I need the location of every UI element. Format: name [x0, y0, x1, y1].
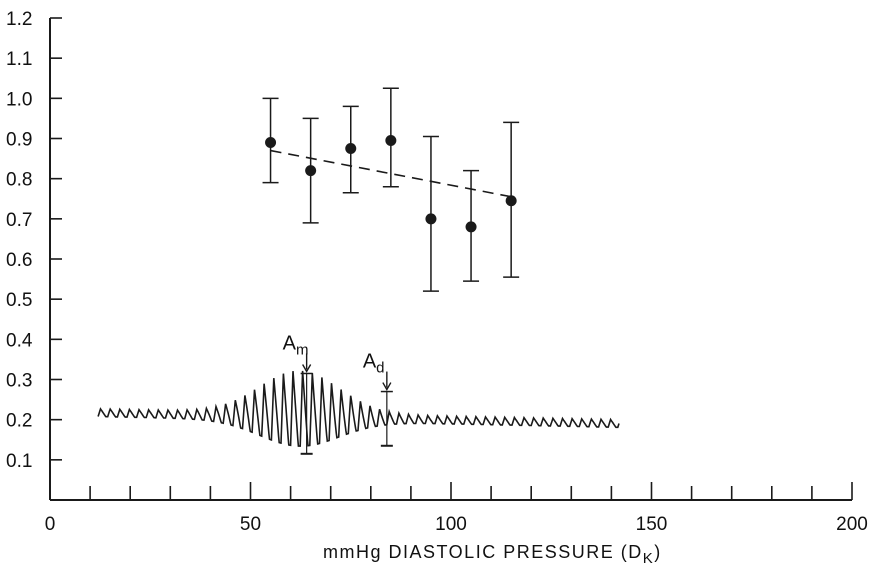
y-tick-label: 0.9: [6, 130, 32, 151]
data-point: [305, 165, 317, 177]
x-tick-label: 100: [435, 514, 467, 535]
y-tick-label: 0.5: [6, 290, 32, 311]
y-tick-label: 0.8: [6, 170, 32, 191]
y-tick-label: 0.3: [6, 371, 32, 392]
data-point: [345, 143, 357, 155]
data-point: [385, 135, 397, 147]
waveform-trace: [97, 370, 620, 447]
annotations: Am Ad: [283, 332, 393, 455]
data-point: [465, 221, 477, 233]
data-point: [425, 213, 437, 225]
annotation-label: Am: [283, 332, 309, 358]
y-tick-label: 0.2: [6, 411, 32, 432]
y-tick-label: 1.2: [6, 9, 32, 30]
data-point: [265, 137, 277, 149]
x-axis-label: mmHg DIASTOLIC PRESSURE (DK): [323, 542, 662, 567]
annotation-arrowhead: [302, 364, 312, 373]
waveform: [97, 370, 620, 447]
error-bars: [262, 87, 520, 292]
x-tick-label: 150: [636, 514, 668, 535]
y-tick-label: 0.6: [6, 250, 32, 271]
trend-line-group: [270, 149, 512, 198]
data-point: [505, 195, 517, 207]
axes: 0.1 0.2 0.3 0.4 0.5 0.6 0.7 0.8 0.9 1.0 1.1 1.2 0 50 1…: [6, 9, 868, 535]
trend-line: [270, 149, 512, 198]
x-tick-label: 50: [240, 514, 261, 535]
y-tick-label: 0.1: [6, 451, 32, 472]
x-tick-label: 200: [836, 514, 868, 535]
y-tick-label: 0.4: [6, 330, 33, 351]
y-tick-label: 0.7: [6, 210, 32, 231]
annotation-label: Ad: [363, 351, 385, 377]
y-tick-label: 1.0: [6, 89, 32, 110]
y-tick-label: 1.1: [6, 49, 32, 70]
x-tick-label: 0: [45, 514, 56, 535]
data-points: [265, 135, 517, 233]
annotation-arrowhead: [382, 382, 392, 391]
